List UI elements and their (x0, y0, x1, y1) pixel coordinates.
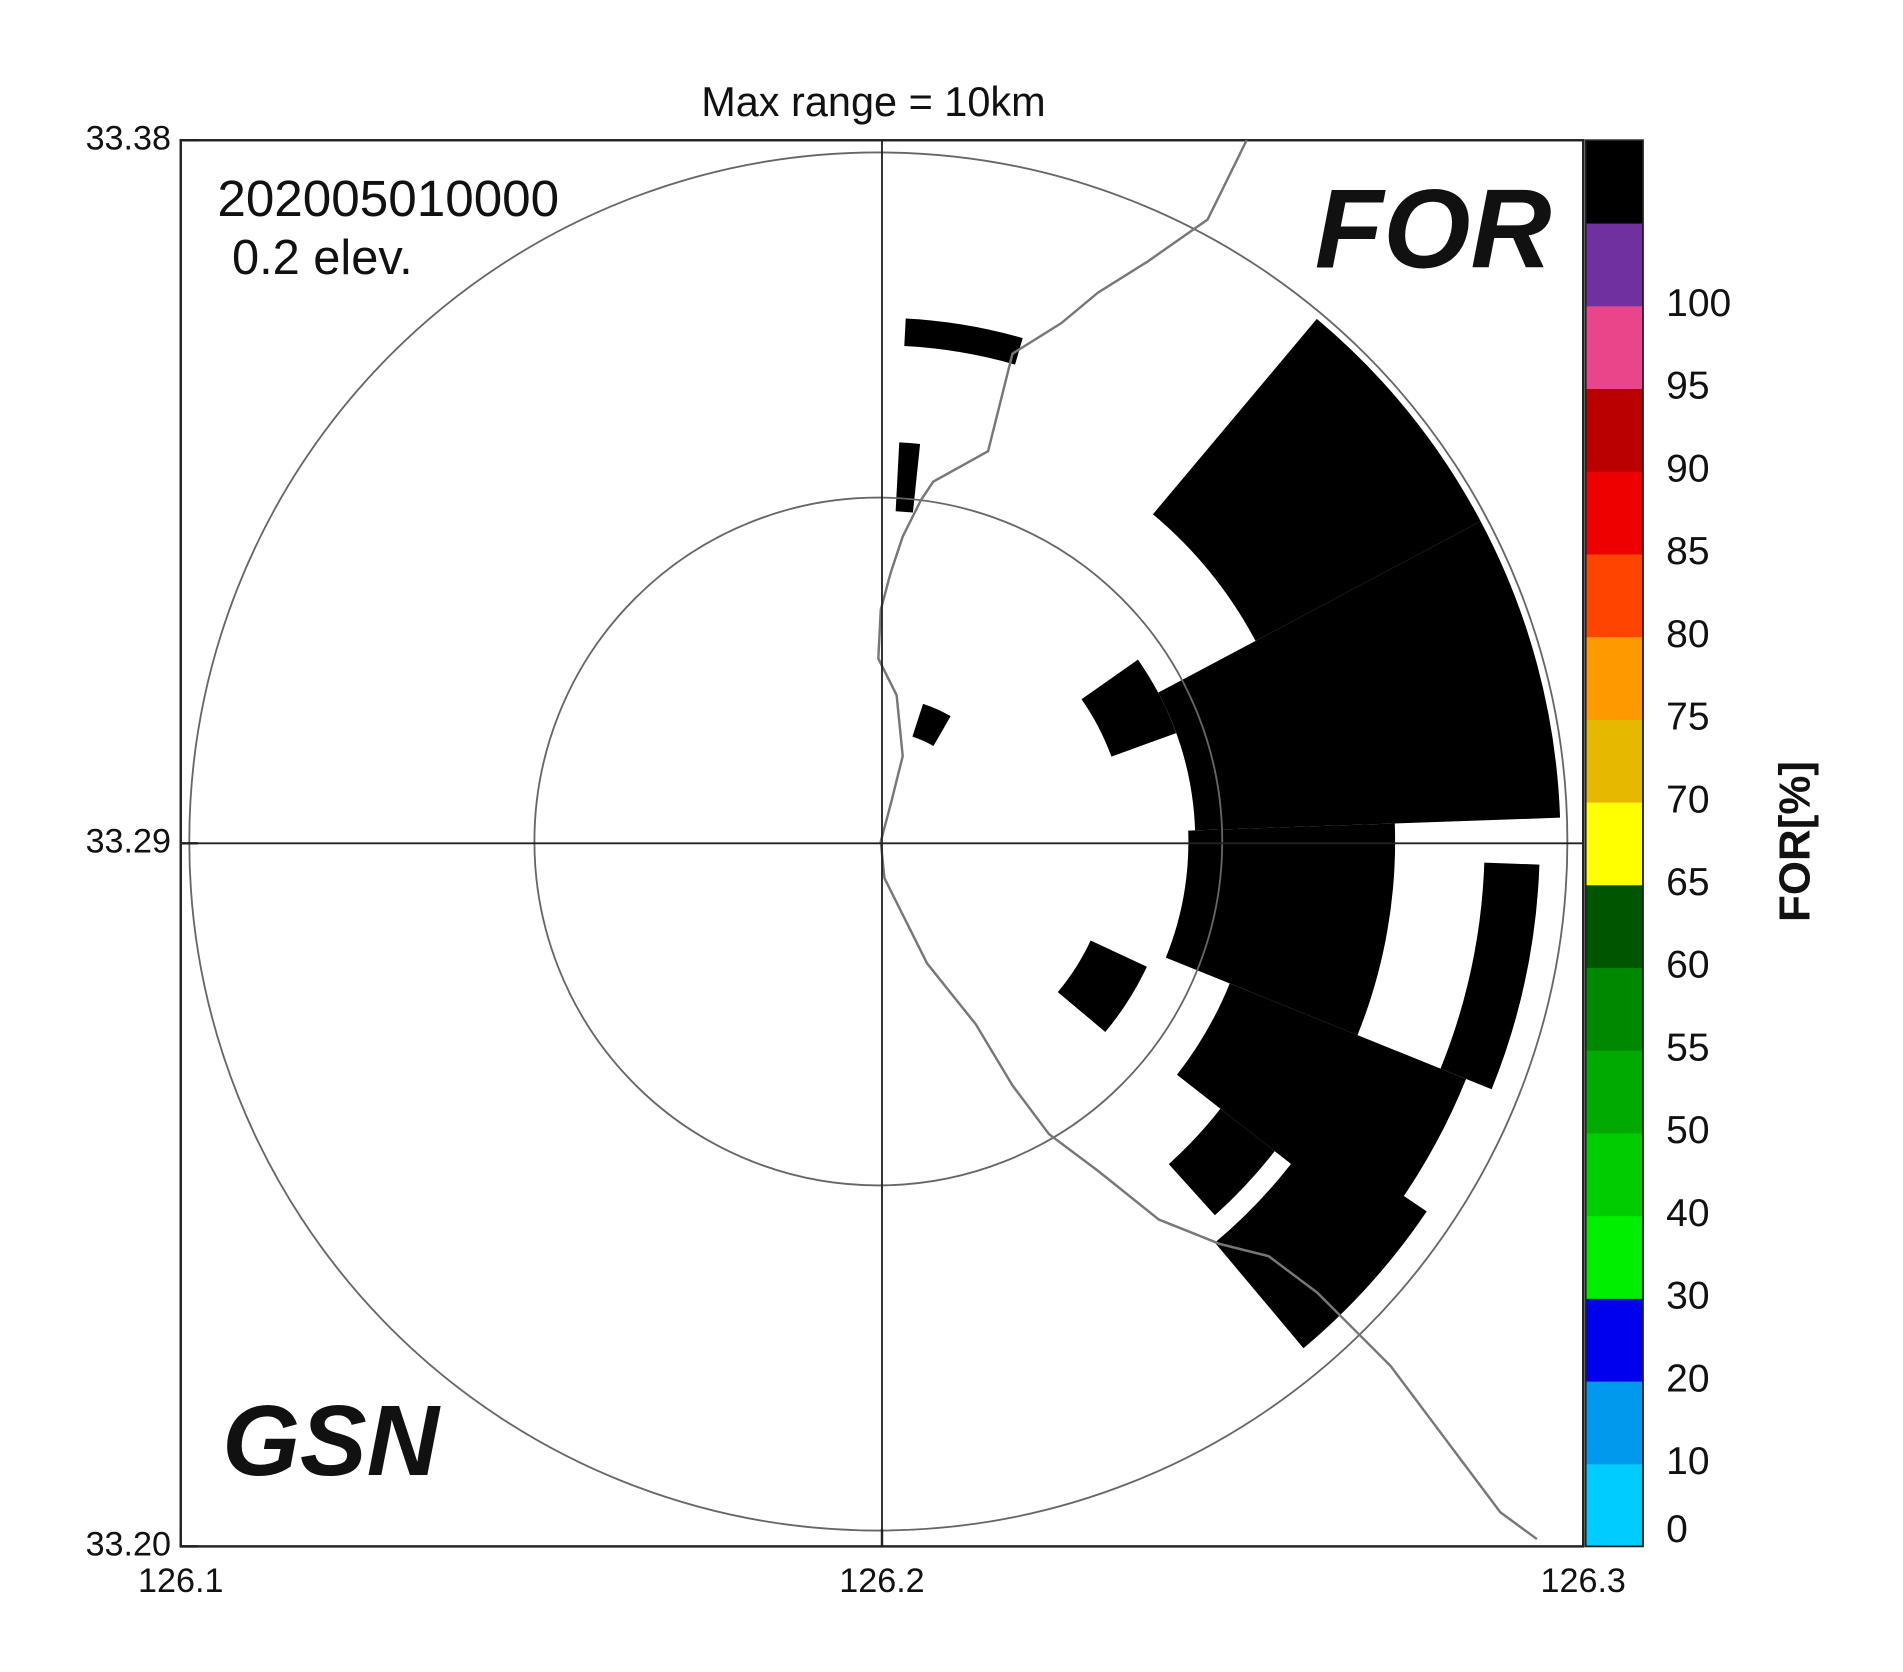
colorbar-bin (1585, 636, 1643, 720)
colorbar-tick-label: 40 (1666, 1192, 1709, 1235)
colorbar-tick-label: 60 (1666, 944, 1709, 987)
echo-sector (904, 318, 1023, 365)
variable-label: FOR (1315, 165, 1552, 291)
colorbar-tick-label: 0 (1666, 1508, 1688, 1551)
colorbar-tick-label: 70 (1666, 778, 1709, 821)
scan-time: 202005010000 (217, 170, 559, 227)
colorbar-tick-label: 30 (1666, 1275, 1709, 1318)
echo-sector (895, 442, 921, 513)
colorbar-bin (1585, 140, 1643, 224)
colorbar-bin (1585, 222, 1643, 307)
echo-sector (1152, 318, 1481, 641)
colorbar-bin (1585, 719, 1643, 803)
echo-sector (1440, 862, 1540, 1090)
colorbar-tick-label: 95 (1666, 365, 1709, 408)
echo-sector (1081, 659, 1177, 757)
echo-sector (1057, 940, 1147, 1032)
range-ring-inner (533, 496, 1224, 1187)
coastline (877, 139, 1538, 1541)
colorbar-bin (1585, 471, 1643, 555)
colorbar-tick-label: 75 (1666, 696, 1709, 739)
range-ring-outer (188, 151, 1569, 1532)
colorbar-frame (1584, 139, 1644, 1548)
colorbar-tick-label: 20 (1666, 1357, 1709, 1400)
colorbar-tick-label: 80 (1666, 613, 1709, 656)
x-tick-label: 126.2 (839, 1562, 924, 1600)
echo-sector (1165, 823, 1396, 1036)
colorbar-bin (1585, 1380, 1643, 1465)
echo-sector (1214, 1134, 1427, 1349)
station-label: GSN (222, 1385, 440, 1497)
colorbar-tick-label: 55 (1666, 1026, 1709, 1069)
y-tick-label: 33.38 (86, 119, 171, 157)
echo-sector (1158, 521, 1561, 831)
colorbar-label: FOR[%] (1770, 761, 1819, 922)
y-tick-label: 33.29 (86, 822, 171, 860)
colorbar-tick-label: 50 (1666, 1109, 1709, 1152)
colorbar-bin (1585, 1132, 1643, 1217)
echo-sector (912, 703, 951, 747)
colorbar-bin (1585, 1050, 1643, 1134)
colorbar-bin (1585, 801, 1643, 886)
x-tick-label: 126.1 (138, 1562, 223, 1600)
colorbar-tick-label: 10 (1666, 1440, 1709, 1483)
colorbar-bin (1585, 1215, 1643, 1299)
colorbar-tick-label: 100 (1666, 282, 1731, 325)
y-tick-label: 33.20 (86, 1525, 171, 1563)
chart-title: Max range = 10km (701, 78, 1045, 125)
colorbar-bin (1585, 553, 1643, 638)
colorbar-bin (1585, 1463, 1643, 1547)
colorbar-tick-label: 85 (1666, 530, 1709, 573)
echo-layer (895, 318, 1561, 1349)
echo-sector (1168, 1108, 1275, 1216)
colorbar-bin (1585, 305, 1643, 389)
colorbar-bin (1585, 967, 1643, 1051)
x-tick-label: 126.3 (1541, 1562, 1626, 1600)
echo-sector (1176, 983, 1467, 1232)
colorbar-bin (1585, 388, 1643, 472)
colorbar-bin (1585, 1298, 1643, 1382)
colorbar-tick-label: 65 (1666, 861, 1709, 904)
elevation: 0.2 elev. (232, 231, 413, 285)
colorbar-bin (1585, 884, 1643, 968)
colorbar-tick-label: 90 (1666, 447, 1709, 490)
